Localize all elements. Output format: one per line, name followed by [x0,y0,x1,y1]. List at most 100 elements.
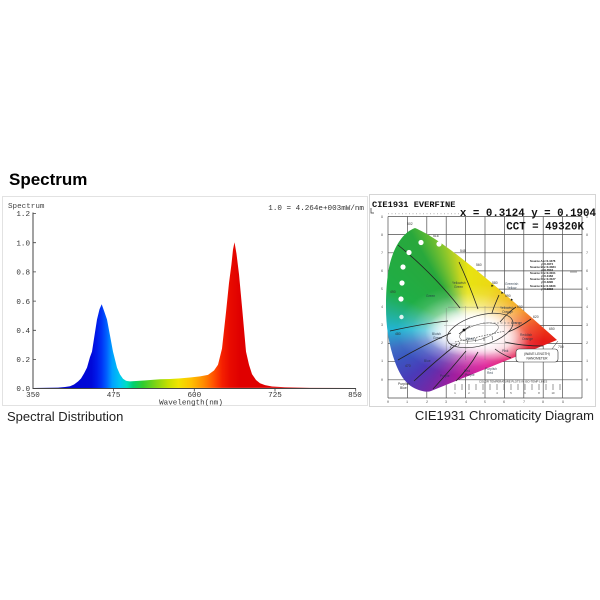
svg-text:0: 0 [586,379,588,383]
svg-text:Spectrum: Spectrum [8,203,45,211]
svg-text:8: 8 [542,401,544,405]
svg-text:Purplish: Purplish [485,367,497,371]
svg-text:0.6: 0.6 [16,299,30,307]
svg-text:NANOMETER: NANOMETER [526,357,548,361]
svg-text:620: 620 [533,315,539,319]
svg-text:4: 4 [496,391,498,395]
svg-text:y=0.3516: y=0.3516 [541,268,554,272]
svg-text:y=0.3290: y=0.3290 [541,280,554,284]
svg-text:0.8: 0.8 [16,270,30,278]
svg-text:COLOR TEMPERATURE PLOTS IN ISO: COLOR TEMPERATURE PLOTS IN ISO-TEMP LINE… [479,380,547,384]
svg-text:4: 4 [586,306,588,310]
svg-text:350: 350 [26,392,40,400]
svg-text:CIE1931 EVERFINE: CIE1931 EVERFINE [372,200,455,210]
svg-text:470: 470 [405,364,411,368]
svg-text:Yellow: Yellow [507,286,517,290]
svg-text:White: White [466,337,475,341]
svg-text:0: 0 [387,401,389,405]
svg-text:Pink: Pink [502,349,509,353]
svg-text:5: 5 [510,391,512,395]
svg-text:502: 502 [407,222,413,226]
svg-text:4: 4 [381,306,383,310]
svg-text:1.0 = 4.264e+003mW/nm: 1.0 = 4.264e+003mW/nm [268,205,364,213]
svg-text:490: 490 [390,290,396,294]
svg-text:2: 2 [468,391,470,395]
svg-text:Purple: Purple [440,374,450,378]
svg-text:8: 8 [586,234,588,238]
svg-text:10: 10 [552,391,555,395]
svg-text:6: 6 [586,270,588,274]
svg-text:Bluish: Bluish [432,332,441,336]
svg-text:5: 5 [381,288,383,292]
svg-text:1.0: 1.0 [16,240,30,248]
svg-text:2: 2 [381,342,383,346]
svg-text:7: 7 [381,252,383,256]
svg-text:y=0.3333: y=0.3333 [541,287,554,291]
svg-text:5: 5 [484,401,486,405]
svg-text:Green: Green [433,336,442,340]
svg-text:2: 2 [586,342,588,346]
svg-text:Source C x=0.3101: Source C x=0.3101 [530,271,556,275]
svg-text:0.4: 0.4 [16,328,30,336]
svg-text:0.0: 0.0 [16,386,30,394]
svg-text:Orange: Orange [502,310,513,314]
svg-text:Orange: Orange [522,337,533,341]
svg-text:5: 5 [586,288,588,292]
svg-text:725: 725 [268,392,282,400]
svg-text:516: 516 [433,234,439,238]
svg-text:1: 1 [454,391,456,395]
svg-text:6: 6 [381,270,383,274]
svg-text:y=0.4074: y=0.4074 [541,262,554,266]
svg-text:7: 7 [523,401,525,405]
svg-text:3: 3 [482,391,484,395]
svg-text:(WAVE LENGTH): (WAVE LENGTH) [524,352,550,356]
svg-text:850: 850 [348,392,362,400]
svg-text:Wavelength(nm): Wavelength(nm) [159,400,223,408]
svg-text:9: 9 [562,401,564,405]
svg-text:1: 1 [586,360,588,364]
svg-text:700: 700 [558,345,564,349]
svg-text:1.2: 1.2 [16,211,30,219]
svg-text:6: 6 [503,401,505,405]
svg-text:2: 2 [426,401,428,405]
svg-text:y=0.3162: y=0.3162 [541,274,554,278]
svg-text:480: 480 [395,332,401,336]
svg-text:9: 9 [586,216,588,220]
svg-text:600: 600 [187,392,201,400]
svg-text:Orange: Orange [511,321,522,325]
svg-text:600: 600 [517,305,523,309]
svg-text:Green: Green [454,285,463,289]
svg-text:8: 8 [381,234,383,238]
svg-text:0.2: 0.2 [16,357,30,365]
svg-text:Purple: Purple [465,373,475,377]
svg-text:6: 6 [524,391,526,395]
svg-text:Greenish: Greenish [505,282,519,286]
svg-text:548: 548 [460,249,466,253]
svg-text:3: 3 [586,324,588,328]
svg-text:9: 9 [381,216,383,220]
svg-text:Red: Red [487,371,493,375]
svg-text:Source B x=0.3484: Source B x=0.3484 [530,265,556,269]
svg-text:Source A x=0.4476: Source A x=0.4476 [530,259,556,263]
svg-text:580: 580 [492,281,498,285]
svg-text:650: 650 [549,327,555,331]
svg-text:8: 8 [538,391,540,395]
svg-text:7: 7 [586,252,588,256]
svg-text:Purplish: Purplish [398,382,410,386]
svg-text:Source E x=0.3333: Source E x=0.3333 [530,284,556,288]
svg-text:0: 0 [381,379,383,383]
svg-text:Source D x=0.3127: Source D x=0.3127 [530,277,556,281]
svg-text:560: 560 [476,263,482,267]
svg-text:475: 475 [107,392,121,400]
svg-text:4: 4 [465,401,467,405]
svg-text:x = 0.3124 y = 0.1904: x = 0.3124 y = 0.1904 [460,208,597,220]
svg-text:590: 590 [505,294,511,298]
svg-text:3: 3 [445,401,447,405]
svg-text:Green: Green [426,294,435,298]
svg-text:Reddish: Reddish [520,333,532,337]
svg-text:Blue: Blue [400,386,407,390]
svg-text:Blue: Blue [424,359,431,363]
svg-text:Yellowish: Yellowish [500,306,514,310]
svg-text:3: 3 [381,324,383,328]
svg-text:1: 1 [406,401,408,405]
